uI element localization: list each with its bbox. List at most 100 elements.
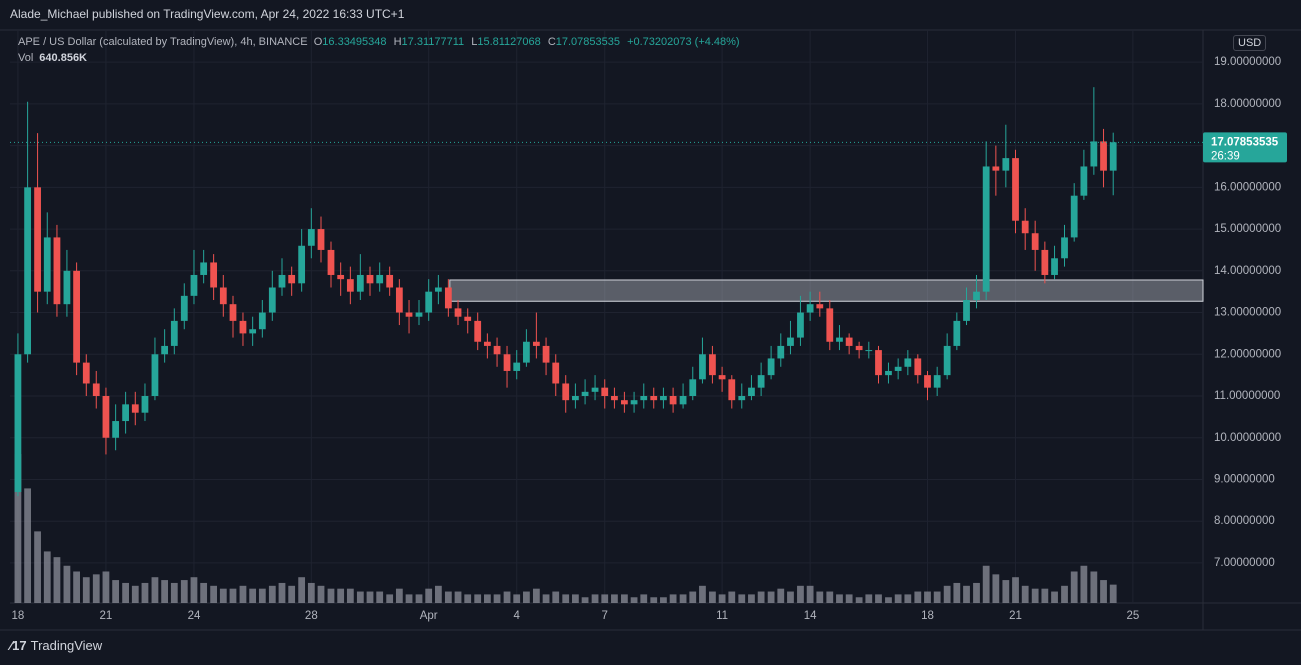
candle-body bbox=[356, 274, 364, 292]
candle-body bbox=[689, 379, 697, 397]
y-tick-label: 15.00000000 bbox=[1214, 223, 1281, 235]
candle-body bbox=[92, 383, 100, 397]
volume-bar bbox=[405, 594, 413, 603]
c-label: C bbox=[547, 36, 556, 48]
c-value: 17.07853535 bbox=[555, 36, 620, 48]
volume-bar bbox=[699, 585, 706, 603]
volume-bar bbox=[376, 591, 384, 603]
candle-body bbox=[865, 350, 873, 352]
candle-body bbox=[376, 274, 384, 284]
volume-bar bbox=[728, 591, 736, 603]
candle-body bbox=[405, 312, 413, 317]
candle-body bbox=[317, 229, 325, 250]
x-tick-label: 21 bbox=[1009, 610, 1022, 622]
x-tick-label: 25 bbox=[1126, 610, 1139, 622]
h-value: 17.31177711 bbox=[401, 36, 465, 48]
candle-body bbox=[1041, 249, 1049, 275]
volume-bar bbox=[122, 582, 129, 603]
candle-body bbox=[982, 166, 990, 292]
volume-bar bbox=[865, 594, 873, 603]
currency-button[interactable]: USD bbox=[1233, 35, 1267, 51]
volume-bar bbox=[34, 531, 41, 603]
volume-bar bbox=[1051, 591, 1058, 603]
candle-body bbox=[258, 312, 266, 330]
volume-bar bbox=[298, 577, 306, 603]
volume-bar bbox=[1100, 580, 1107, 603]
footer: ⁄17 TradingView bbox=[10, 638, 102, 653]
candle-body bbox=[1070, 195, 1078, 238]
volume-bar bbox=[24, 488, 31, 603]
volume-bar bbox=[787, 591, 794, 603]
y-tick-label: 11.00000000 bbox=[1214, 390, 1280, 402]
volume-bar bbox=[532, 588, 540, 603]
candle-body bbox=[63, 270, 71, 305]
volume-bar bbox=[112, 580, 120, 603]
volume-bar bbox=[1070, 571, 1078, 603]
y-tick-label: 10.00000000 bbox=[1214, 432, 1281, 444]
candle-body bbox=[298, 245, 306, 284]
candle-body bbox=[34, 187, 41, 292]
candle-body bbox=[963, 300, 970, 321]
volume-bar bbox=[845, 594, 853, 603]
volume-bar bbox=[1031, 588, 1039, 603]
candle-body bbox=[122, 404, 129, 422]
volume-legend: Vol 640.856K bbox=[18, 52, 87, 64]
candle-body bbox=[894, 366, 902, 371]
candle-body bbox=[151, 354, 159, 397]
volume-bar bbox=[268, 585, 276, 603]
candle-body bbox=[190, 274, 198, 296]
candle-body bbox=[170, 320, 178, 346]
volume-bar bbox=[73, 571, 80, 603]
candle-body bbox=[630, 400, 638, 405]
candle-body bbox=[718, 375, 726, 380]
volume-bar bbox=[170, 582, 178, 603]
candle-body bbox=[278, 274, 286, 288]
candle-body bbox=[141, 396, 149, 413]
x-tick-label: 18 bbox=[921, 610, 934, 622]
candle-body bbox=[679, 396, 687, 405]
candle-body bbox=[503, 354, 511, 371]
volume-bar bbox=[327, 588, 335, 603]
candle-body bbox=[669, 396, 677, 405]
candle-body bbox=[845, 337, 853, 346]
volume-bar bbox=[718, 594, 726, 603]
candle-body bbox=[1012, 158, 1019, 221]
candle-body bbox=[738, 396, 746, 401]
volume-bar bbox=[963, 585, 970, 603]
candle-body bbox=[161, 345, 169, 355]
volume-bar bbox=[797, 585, 804, 603]
volume-bar bbox=[894, 594, 902, 603]
volume-bar bbox=[689, 591, 697, 603]
vol-label: Vol bbox=[18, 52, 34, 64]
volume-bar bbox=[855, 597, 863, 603]
volume-bar bbox=[1002, 580, 1010, 603]
candle-body bbox=[552, 362, 560, 384]
volume-bar bbox=[924, 591, 931, 603]
candle-body bbox=[288, 274, 296, 284]
volume-bar bbox=[943, 585, 951, 603]
volume-bar bbox=[425, 588, 433, 603]
volume-bar bbox=[1109, 584, 1117, 603]
candle-body bbox=[366, 274, 374, 284]
candle-body bbox=[1021, 220, 1029, 234]
candle-body bbox=[904, 358, 912, 367]
y-tick-label: 14.00000000 bbox=[1214, 265, 1281, 277]
volume-bar bbox=[82, 577, 90, 603]
candle-body bbox=[621, 400, 628, 405]
volume-bar bbox=[836, 594, 843, 603]
volume-bar bbox=[611, 594, 618, 603]
symbol: APE / US Dollar (calculated by TradingVi… bbox=[18, 36, 308, 48]
o-value: 16.33495348 bbox=[322, 36, 387, 48]
volume-bar bbox=[621, 594, 628, 603]
volume-bar bbox=[513, 594, 521, 603]
candle-body bbox=[454, 308, 462, 317]
volume-bar bbox=[1090, 571, 1098, 603]
candle-body bbox=[787, 337, 794, 346]
candle-body bbox=[933, 375, 941, 388]
volume-bar bbox=[258, 588, 266, 603]
last-price-label: 17.07853535 bbox=[1211, 136, 1279, 148]
volume-bar bbox=[806, 585, 814, 603]
candle-body bbox=[73, 270, 80, 363]
candle-body bbox=[562, 383, 570, 401]
